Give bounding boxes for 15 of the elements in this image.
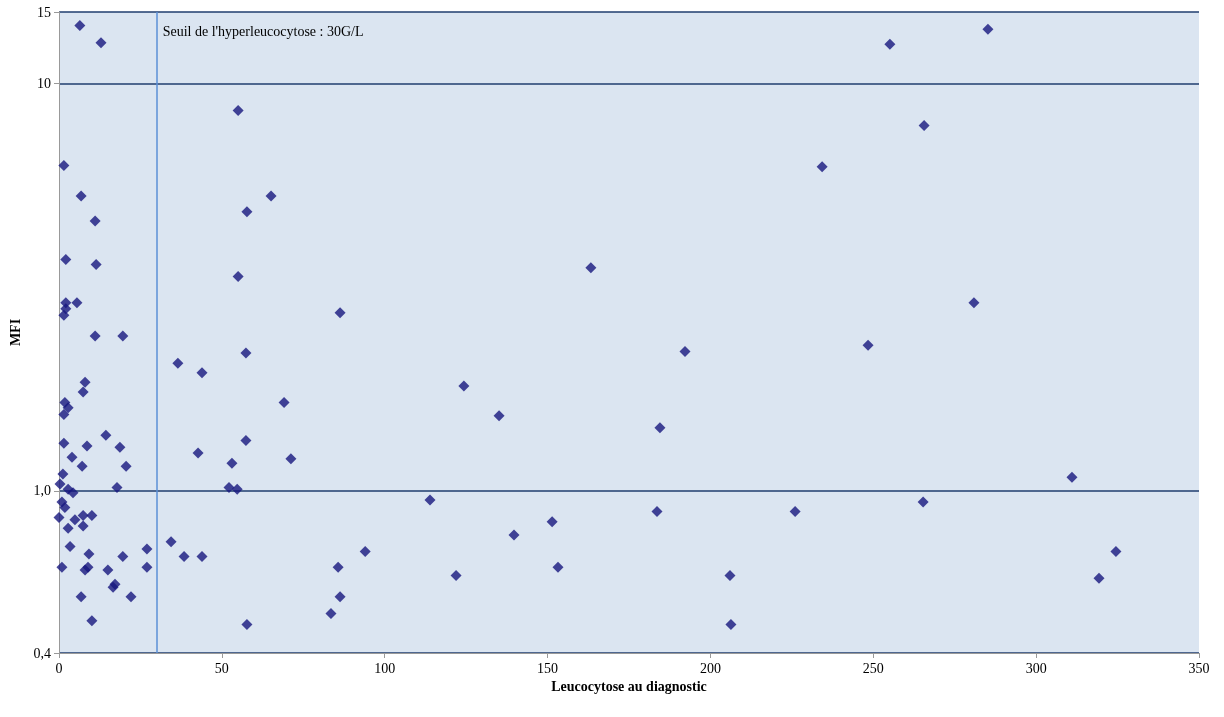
x-tick-label: 300 (1025, 660, 1047, 676)
x-axis-title: Leucocytose au diagnostic (551, 679, 707, 695)
y-tick-label: 15 (37, 4, 51, 20)
y-axis-title: MFI (8, 318, 24, 347)
x-tick-label: 350 (1188, 660, 1210, 676)
y-tick-label: 10 (37, 76, 51, 92)
x-tick-label: 200 (699, 660, 721, 676)
y-tick-label: 1,0 (33, 483, 51, 499)
ref-line-label: Seuil de l'hyperleucocytose : 30G/L (162, 23, 364, 39)
x-tick-label: 150 (537, 660, 559, 676)
x-tick-label: 100 (374, 660, 396, 676)
x-tick-label: 50 (214, 660, 229, 676)
x-tick-label: 0 (55, 660, 63, 676)
y-tick-label: 0,4 (33, 645, 51, 661)
x-tick-label: 250 (862, 660, 884, 676)
